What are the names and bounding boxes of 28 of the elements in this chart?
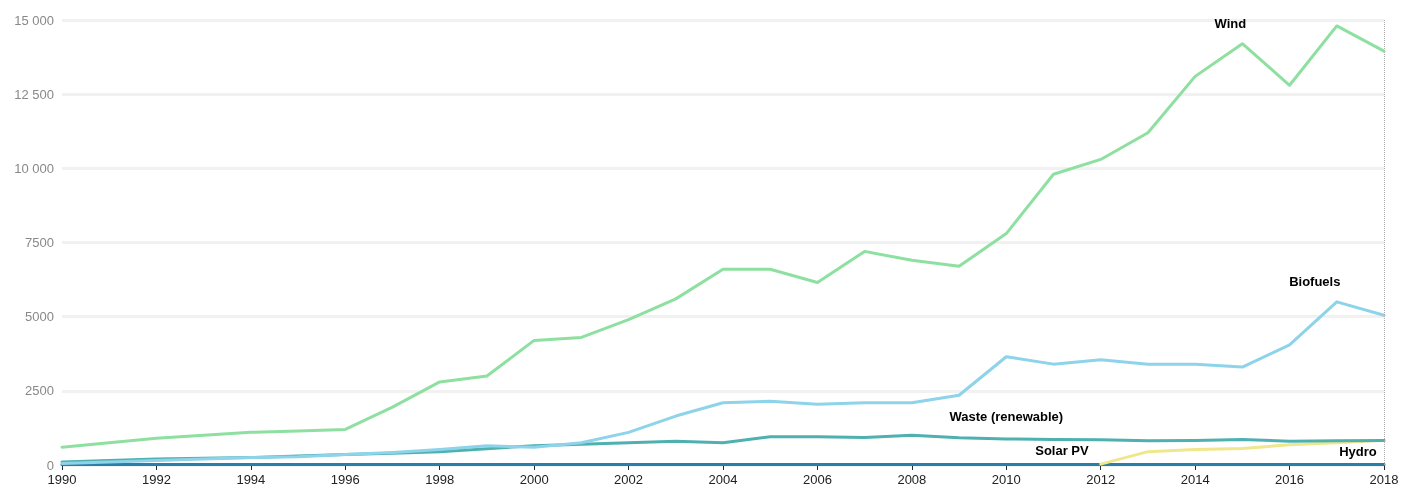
y-tick-label: 7500 [25,235,54,250]
x-tick-label: 2006 [802,472,832,487]
x-tick-label: 2014 [1180,472,1210,487]
series-label: Biofuels [1289,273,1341,289]
y-tick-label: 5000 [25,309,54,325]
x-tick-label: 1996 [330,472,360,487]
x-tick-label: 2004 [708,472,738,487]
x-tick-label: 2018 [1369,472,1399,487]
y-tick-label: 2500 [25,383,54,399]
y-tick-label: 10 000 [14,160,54,176]
x-tick-label: 2000 [519,472,549,487]
x-tick-label: 1994 [236,472,266,487]
x-tick-label: 1990 [47,472,77,487]
y-tick-label: 0 [46,457,54,473]
line-series [60,300,1386,466]
y-tick-label: 15 000 [14,12,54,28]
x-tick-label: 1998 [425,472,455,487]
x-tick-label: 1992 [141,472,171,487]
x-tick-label: 2012 [1086,472,1116,487]
series-label: Hydro [1339,444,1377,460]
x-tick-label: 2002 [614,472,644,487]
series-label: Wind [1214,15,1247,31]
series-label: Waste (renewable) [949,408,1064,424]
x-tick-label: 2008 [897,472,927,487]
x-tick-label: 2016 [1275,472,1305,487]
series-label: Solar PV [1035,442,1090,458]
y-tick-label: 12 500 [14,86,54,102]
x-tick-label: 2010 [991,472,1021,487]
